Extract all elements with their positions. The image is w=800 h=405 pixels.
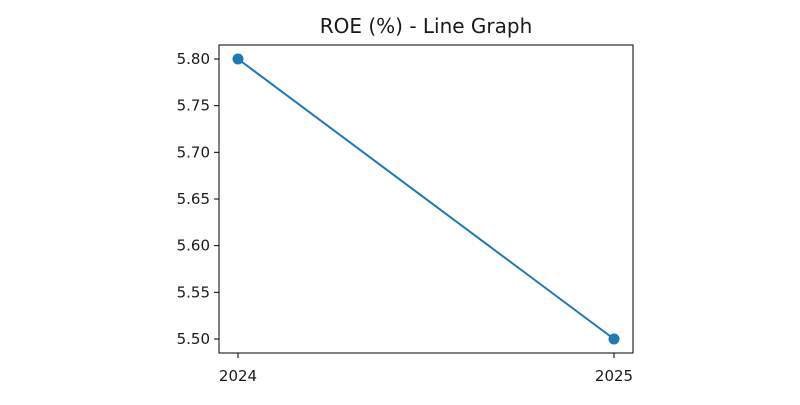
x-tick-label: 2025 [595,367,633,385]
series-line [237,58,615,340]
x-axis: 2024 2025 [219,353,633,385]
data-point [232,53,244,65]
y-axis: 5.50 5.55 5.60 5.65 5.70 5.75 5.80 [177,50,219,348]
y-tick-label: 5.80 [177,50,210,68]
y-tick-label: 5.70 [177,143,210,161]
series-layer [232,53,620,345]
y-tick-label: 5.50 [177,330,210,348]
x-tick-label: 2024 [219,367,257,385]
y-tick-label: 5.65 [177,190,210,208]
y-tick-label: 5.60 [177,237,210,255]
y-tick-label: 5.75 [177,97,210,115]
data-point [608,333,620,345]
chart-title: ROE (%) - Line Graph [320,14,533,38]
y-tick-label: 5.55 [177,283,210,301]
